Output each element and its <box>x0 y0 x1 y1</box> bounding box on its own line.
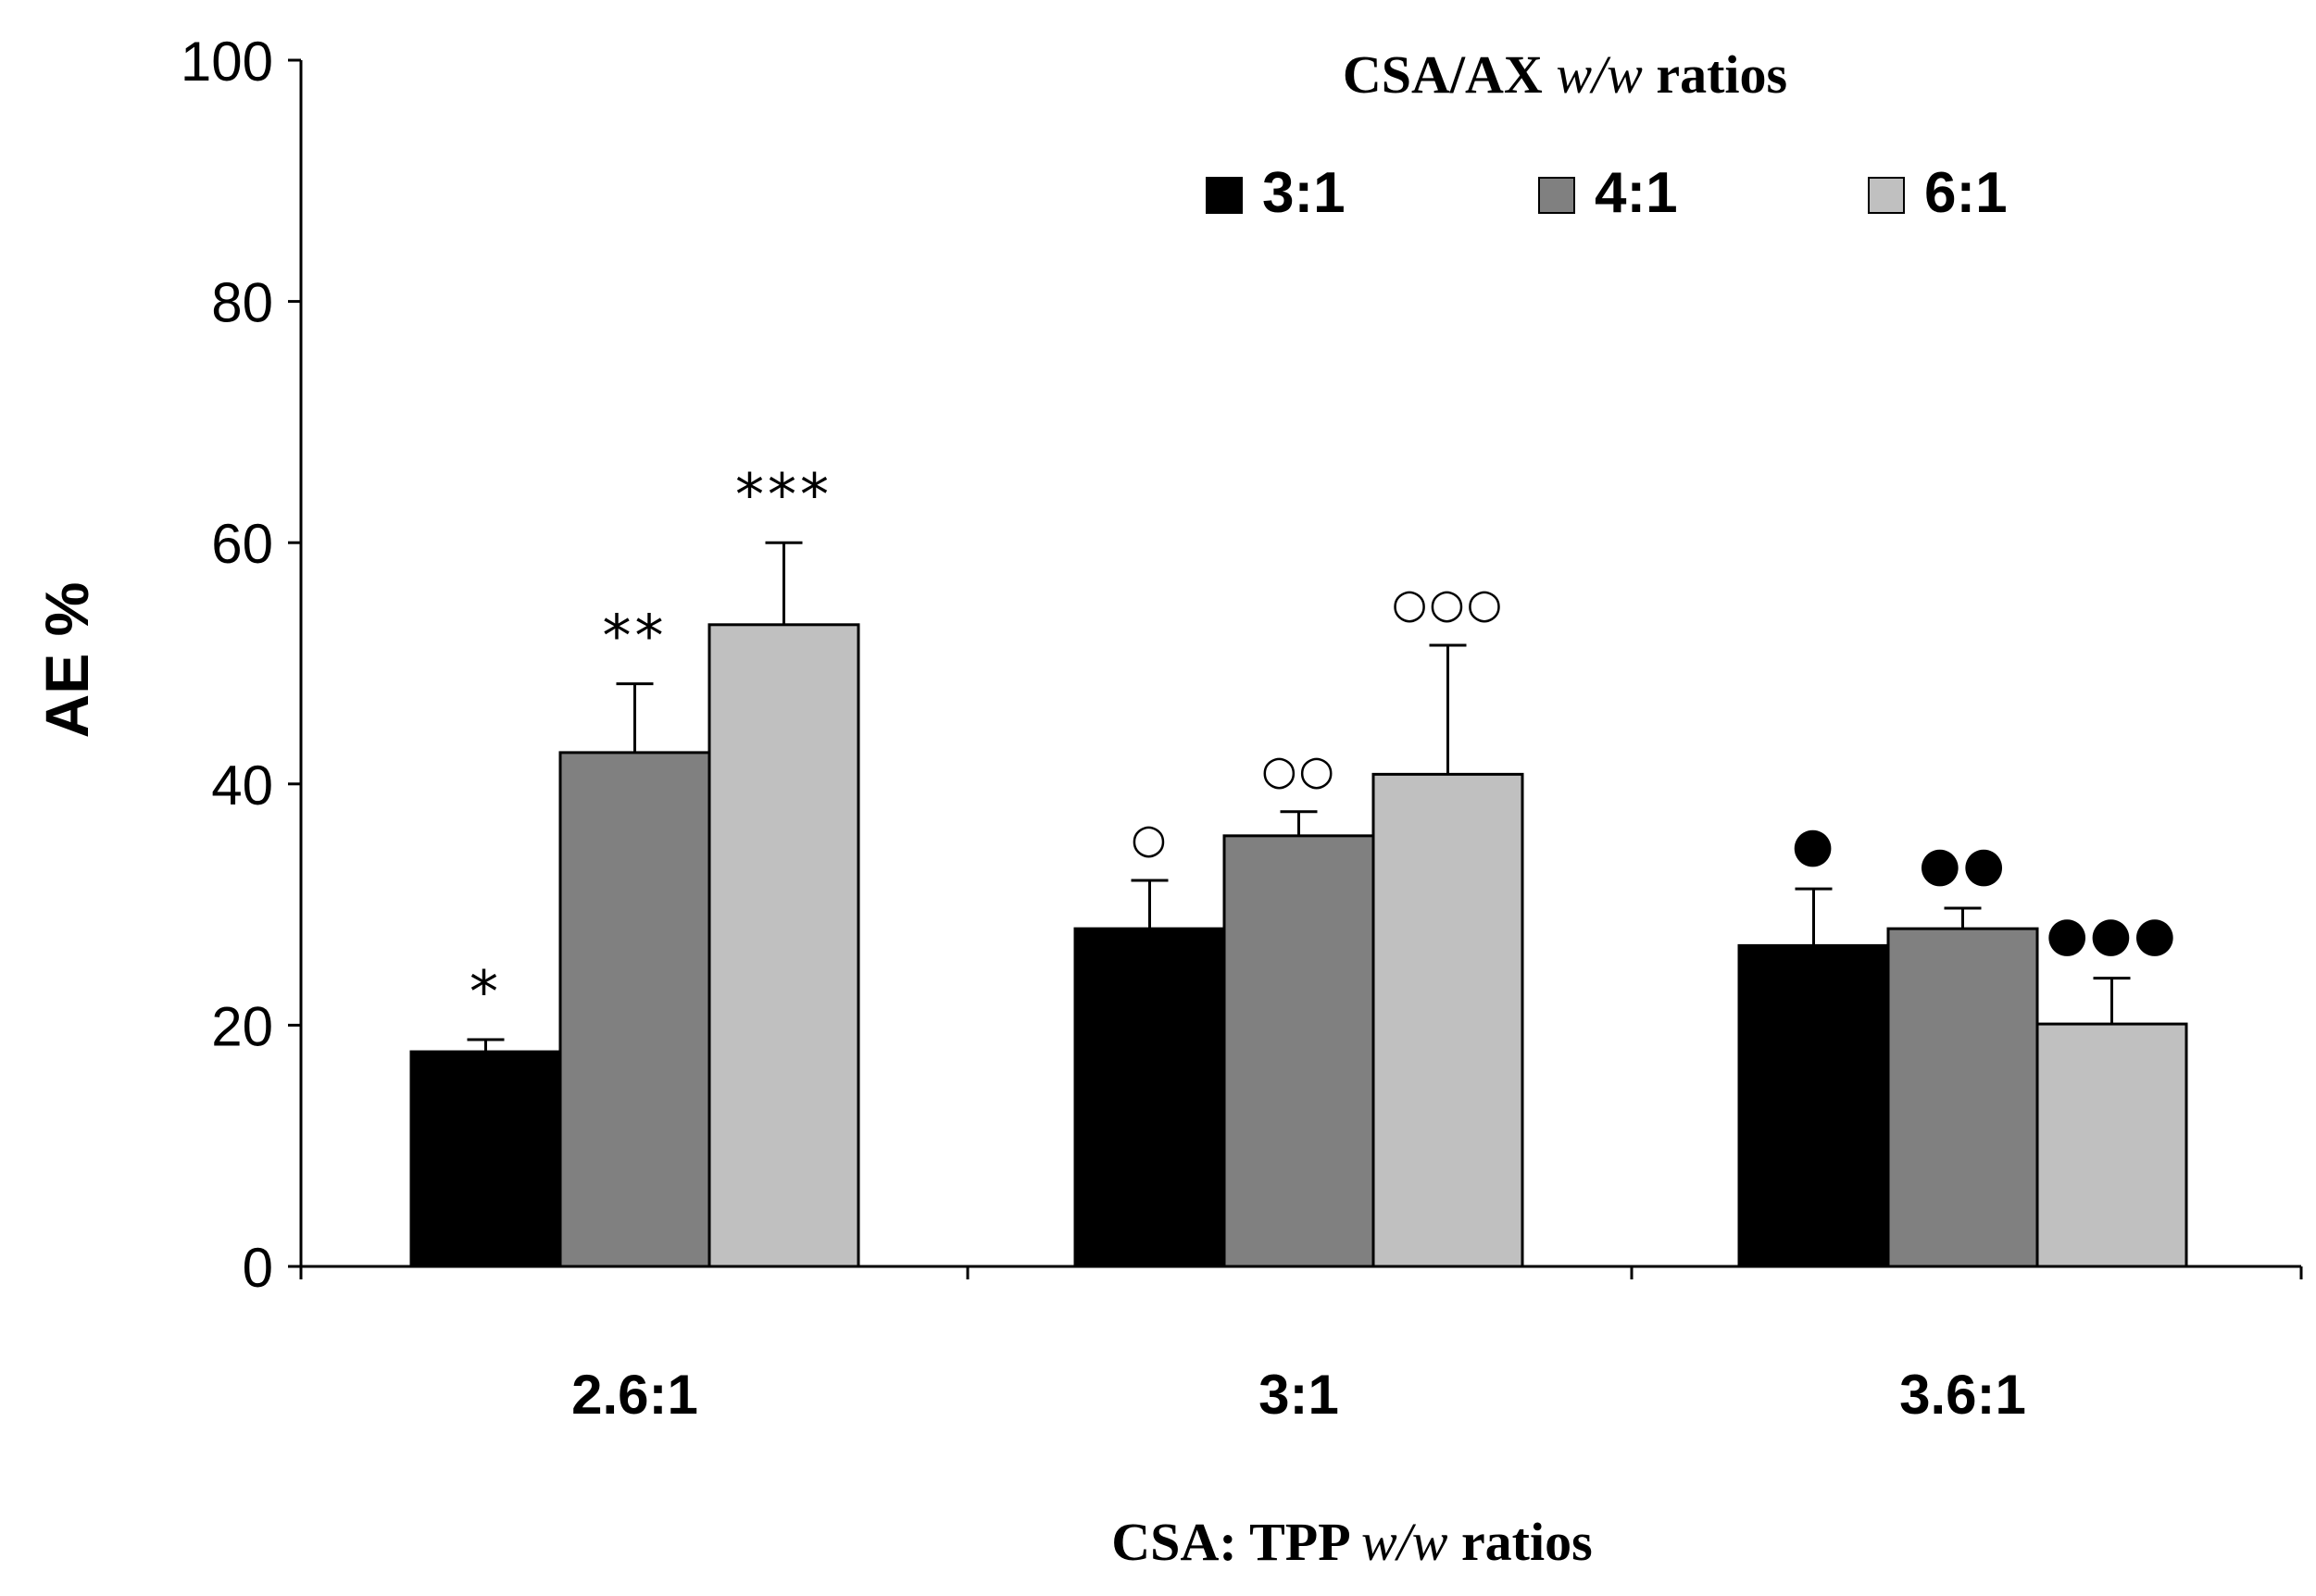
significance-label-3-1: ● <box>1792 817 1835 873</box>
y-tick-label-20: 20 <box>211 995 273 1057</box>
bar-3-3 <box>2035 1022 2188 1268</box>
x-category-label-3: 3.6:1 <box>1899 1364 2026 1426</box>
bar-2-2 <box>1222 834 1375 1268</box>
bar-2-1 <box>1073 927 1226 1268</box>
bar-1-2 <box>558 751 711 1268</box>
legend-title-part-3: ratios <box>1643 44 1787 105</box>
y-tick-label-80: 80 <box>211 272 273 334</box>
significance-label-2-2: ○○ <box>1261 747 1336 794</box>
bar-2-3 <box>1371 772 1524 1268</box>
significance-label-2-1: ○ <box>1131 816 1168 863</box>
x-axis-label-part-3: ratios <box>1447 1512 1592 1572</box>
significance-label-2-3: ○○○ <box>1392 580 1504 628</box>
y-axis-label: AE % <box>32 582 101 739</box>
legend-title: CSA/AX w/w ratios <box>1343 44 1787 105</box>
legend-label-6-1: 6:1 <box>1924 161 2008 225</box>
significance-label-3-3: ●●● <box>2046 907 2177 963</box>
bar-3-2 <box>1886 927 2039 1268</box>
legend-swatch-3-1 <box>1206 177 1243 214</box>
y-tick-label-40: 40 <box>211 754 273 817</box>
legend-label-4-1: 4:1 <box>1595 161 1678 225</box>
x-category-label-2: 3:1 <box>1258 1364 1339 1426</box>
significance-label-1-2: ** <box>603 603 668 670</box>
y-tick-label-100: 100 <box>181 31 273 93</box>
x-category-label-1: 2.6:1 <box>571 1364 698 1426</box>
legend-title-part-1: CSA/AX <box>1343 44 1556 105</box>
x-axis-label-part-1: CSA: TPP <box>1111 1512 1361 1572</box>
bar-1-3 <box>707 623 860 1268</box>
significance-label-1-1: * <box>469 958 502 1026</box>
x-axis-label-part-2: w/w <box>1361 1512 1448 1572</box>
legend-swatch-6-1 <box>1868 177 1905 214</box>
legend-title-part-2: w/w <box>1556 44 1643 105</box>
y-tick-label-60: 60 <box>211 513 273 575</box>
legend: CSA/AX w/w ratios 3:1 4:1 6:1 <box>1206 44 2008 225</box>
bar-3-1 <box>1737 943 1890 1268</box>
bar-1-1 <box>409 1050 562 1268</box>
significance-label-3-2: ●● <box>1919 837 2007 892</box>
x-axis-label: CSA: TPP w/w ratios <box>1111 1512 1592 1572</box>
legend-swatch-4-1 <box>1538 177 1575 214</box>
y-tick-label-0: 0 <box>243 1237 273 1299</box>
legend-label-3-1: 3:1 <box>1262 161 1346 225</box>
significance-label-1-3: *** <box>735 461 833 529</box>
